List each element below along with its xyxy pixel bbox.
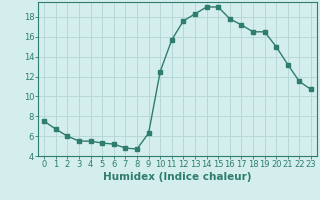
X-axis label: Humidex (Indice chaleur): Humidex (Indice chaleur) <box>103 172 252 182</box>
